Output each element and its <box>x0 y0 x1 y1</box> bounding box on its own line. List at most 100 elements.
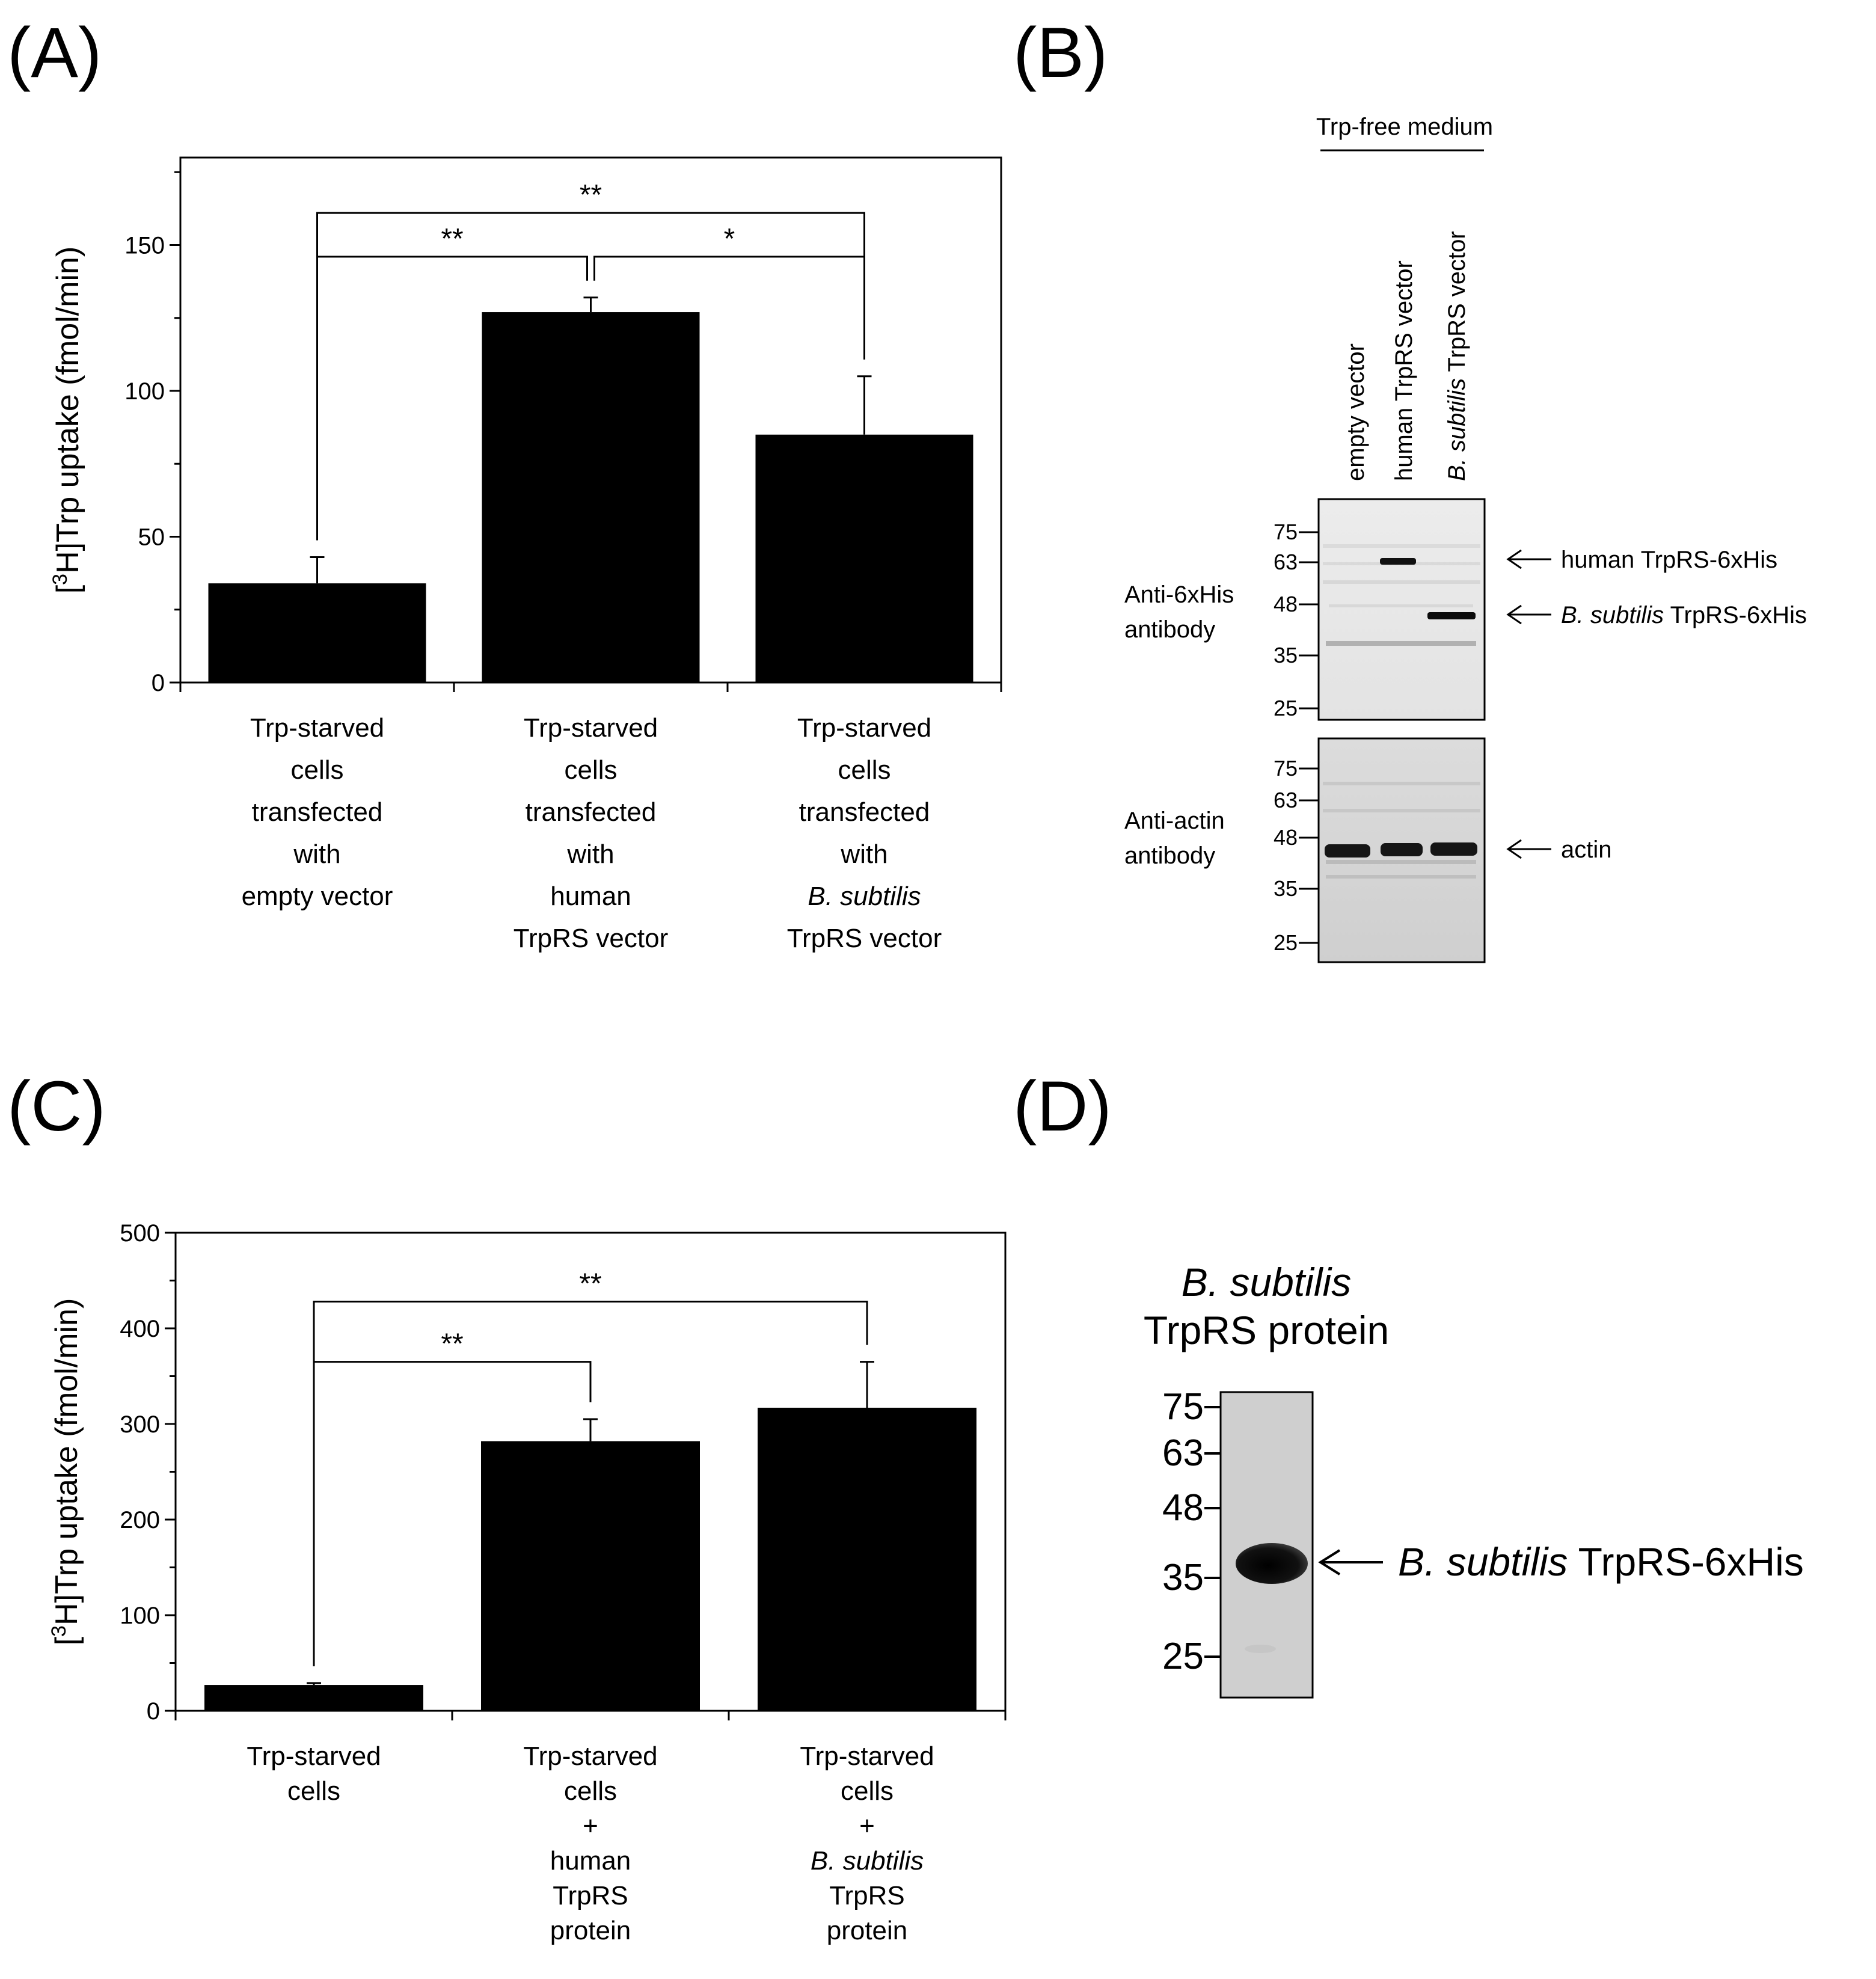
marker-25: 25 <box>1162 1636 1204 1677</box>
faint-band <box>1323 782 1480 785</box>
bsub-band-label-rest: TrpRS-6xHis <box>1670 602 1807 628</box>
y-tick-label: 100 <box>124 378 165 405</box>
bsub-trprs-band <box>1427 612 1476 619</box>
gel-band-label-rest: TrpRS-6xHis <box>1578 1539 1804 1584</box>
lane-label-3: B. subtilis TrpRS vector <box>1444 231 1470 481</box>
significance-label: * <box>724 223 735 255</box>
y-axis-label-sup: 3 <box>49 574 72 585</box>
y-axis-label-text: H]Trp uptake (fmol/min) <box>51 247 85 574</box>
western-blot-b: Trp-free medium empty vector human TrpRS… <box>1124 114 1807 963</box>
significance-label: ** <box>579 1268 601 1299</box>
category-label: with <box>293 839 340 869</box>
faint-band <box>1326 860 1476 864</box>
panel-label-d: (D) <box>1013 1067 1112 1146</box>
y-axis-label-prefix: [ <box>49 1636 84 1645</box>
category-label: Trp-starved <box>523 1741 657 1771</box>
faint-band <box>1329 604 1473 607</box>
bsub-protein-band <box>1236 1543 1308 1584</box>
marker-ticks-gel <box>1204 1406 1220 1658</box>
marker-63: 63 <box>1162 1432 1204 1474</box>
category-label: cells <box>290 755 343 785</box>
marker-63: 63 <box>1274 550 1298 574</box>
gel-title-rest: TrpRS protein <box>1144 1308 1389 1352</box>
human-trprs-band <box>1380 558 1416 565</box>
faint-band <box>1326 875 1476 879</box>
human-band-label: human TrpRS-6xHis <box>1561 547 1777 573</box>
marker-35: 35 <box>1274 643 1298 667</box>
category-label: cells <box>287 1776 340 1806</box>
lane-label-3-italic: B. subtilis <box>1444 378 1470 481</box>
y-axis-label-sup: 3 <box>48 1625 70 1637</box>
arrow-gel-band <box>1318 1549 1383 1576</box>
arrow-human <box>1506 549 1551 569</box>
category-label: + <box>859 1811 875 1841</box>
actin-band-3 <box>1430 842 1477 856</box>
protein-gel-d: B. subtilis TrpRS protein 75 63 48 35 25… <box>1144 1260 1804 1699</box>
faint-band <box>1245 1645 1276 1653</box>
significance-bracket <box>316 256 588 541</box>
category-label: transfected <box>526 797 657 827</box>
marker-35: 35 <box>1162 1557 1204 1598</box>
y-tick-label: 300 <box>120 1411 160 1438</box>
category-label: B. subtilis <box>808 882 921 911</box>
category-label: Trp-starved <box>524 713 658 743</box>
anti-his-label-1: Anti-6xHis <box>1124 581 1234 608</box>
marker-63: 63 <box>1274 788 1298 812</box>
marker-48: 48 <box>1274 825 1298 850</box>
bar <box>481 1441 700 1711</box>
anti-his-label-2: antibody <box>1124 616 1215 643</box>
bar-chart-c: 0 100 200 300 400 500 [3H]Trp uptake (fmol/min… <box>48 1220 1007 1945</box>
marker-25: 25 <box>1274 696 1298 720</box>
category-label: Trp-starved <box>247 1741 381 1771</box>
category-label: with <box>566 839 614 869</box>
marker-25: 25 <box>1274 930 1298 955</box>
gel-band-label-space <box>1568 1539 1578 1584</box>
bar <box>755 434 973 683</box>
category-label: + <box>583 1811 598 1841</box>
y-axis-label-prefix: [ <box>51 584 85 594</box>
gel-band-label: B. subtilis TrpRS-6xHis <box>1398 1539 1804 1584</box>
lane-label-3-rest: TrpRS vector <box>1444 231 1470 378</box>
category-label: cells <box>564 1776 617 1806</box>
nonspecific-band <box>1326 641 1476 646</box>
arrow-bsub <box>1506 604 1551 625</box>
category-label: B. subtilis <box>811 1846 924 1876</box>
anti-his-membrane <box>1317 498 1486 721</box>
lane-label-1: empty vector <box>1343 343 1369 481</box>
actin-band-2 <box>1381 843 1423 856</box>
significance-bracket <box>593 256 865 360</box>
y-tick-label: 50 <box>138 524 165 551</box>
category-label: Trp-starved <box>250 713 384 743</box>
marker-48: 48 <box>1162 1487 1204 1529</box>
panel-label-b: (B) <box>1013 13 1108 93</box>
category-label: transfected <box>252 797 383 827</box>
marker-48: 48 <box>1274 592 1298 616</box>
marker-ticks-upper <box>1299 531 1318 710</box>
marker-75: 75 <box>1274 520 1298 544</box>
category-label: human <box>550 1846 631 1876</box>
y-tick-label: 200 <box>120 1507 160 1533</box>
y-tick-label: 0 <box>147 1698 160 1725</box>
significance-label: ** <box>580 179 602 211</box>
category-label: cells <box>841 1776 894 1806</box>
category-label: with <box>840 839 887 869</box>
bsub-band-label-space <box>1664 602 1670 628</box>
bar <box>208 583 426 683</box>
y-tick-label: 100 <box>120 1603 160 1629</box>
faint-band <box>1323 544 1480 548</box>
anti-actin-label-2: antibody <box>1124 842 1215 869</box>
faint-band <box>1323 580 1480 584</box>
gel-band-label-italic: B. subtilis <box>1398 1539 1568 1584</box>
actin-band-1 <box>1325 844 1370 858</box>
category-label: cells <box>838 755 890 785</box>
y-axis-label-text: H]Trp uptake (fmol/min) <box>49 1298 84 1625</box>
marker-35: 35 <box>1274 876 1298 901</box>
anti-actin-label-1: Anti-actin <box>1124 808 1225 834</box>
category-label: TrpRS <box>829 1881 905 1910</box>
category-label: protein <box>550 1916 631 1945</box>
category-label: human <box>550 882 631 911</box>
bar <box>204 1685 423 1711</box>
panel-label-c: (C) <box>7 1067 106 1146</box>
